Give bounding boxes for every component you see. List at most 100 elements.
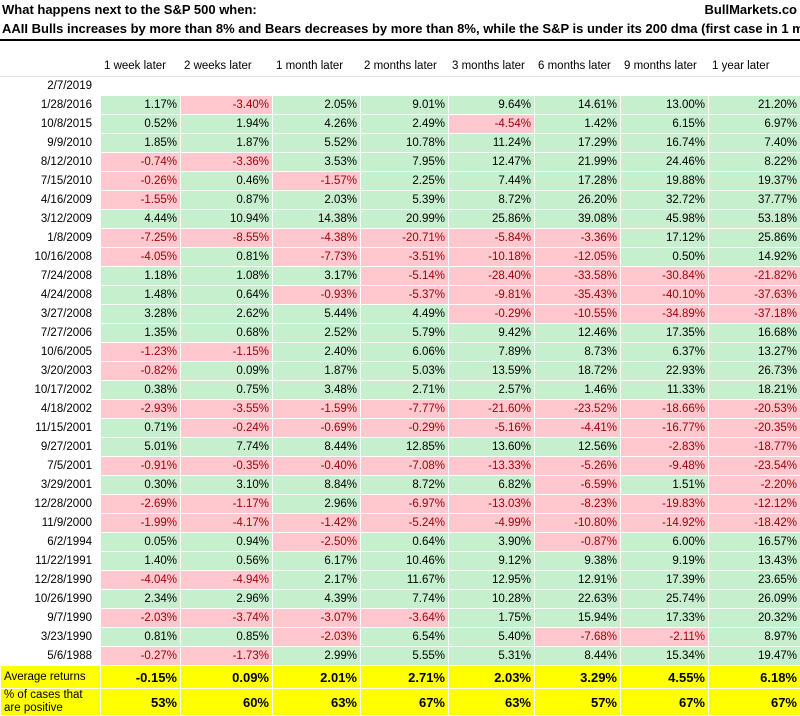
return-cell: 11.24%: [449, 134, 535, 153]
return-cell: 0.64%: [361, 533, 449, 552]
return-cell: 10.46%: [361, 552, 449, 571]
return-cell: 1.87%: [181, 134, 273, 153]
return-cell: -0.29%: [361, 419, 449, 438]
page-title: What happens next to the S&P 500 when:: [2, 2, 257, 17]
return-cell: 5.39%: [361, 191, 449, 210]
date-cell: 7/15/2010: [1, 172, 101, 191]
column-header: 2 months later: [361, 56, 449, 77]
return-cell: 9.38%: [535, 552, 621, 571]
date-cell: 10/6/2005: [1, 343, 101, 362]
return-cell: 9.64%: [449, 96, 535, 115]
return-cell: 2.25%: [361, 172, 449, 191]
return-cell: -20.35%: [709, 419, 800, 438]
return-cell: 5.55%: [361, 647, 449, 666]
return-cell: 15.34%: [621, 647, 709, 666]
return-cell: 12.47%: [449, 153, 535, 172]
summary-value: 67%: [709, 689, 800, 716]
date-cell: 12/28/1990: [1, 571, 101, 590]
return-cell: -2.03%: [101, 609, 181, 628]
return-cell: 0.71%: [101, 419, 181, 438]
return-cell: 0.85%: [181, 628, 273, 647]
return-cell: 5.31%: [449, 647, 535, 666]
return-cell: -21.82%: [709, 267, 800, 286]
return-cell: -7.08%: [361, 457, 449, 476]
return-cell: -33.58%: [535, 267, 621, 286]
table-row: 12/28/1990-4.04%-4.94%2.17%11.67%12.95%1…: [1, 571, 800, 590]
return-cell: -7.73%: [273, 248, 361, 267]
return-cell: -3.07%: [273, 609, 361, 628]
return-cell: 5.52%: [273, 134, 361, 153]
date-cell: 6/2/1994: [1, 533, 101, 552]
return-cell: -0.27%: [101, 647, 181, 666]
return-cell: 2.62%: [181, 305, 273, 324]
return-cell: 12.85%: [361, 438, 449, 457]
return-cell: -12.05%: [535, 248, 621, 267]
return-cell: -5.26%: [535, 457, 621, 476]
table-row: 7/15/2010-0.26%0.46%-1.57%2.25%7.44%17.2…: [1, 172, 800, 191]
return-cell: 0.30%: [101, 476, 181, 495]
return-cell: 0.87%: [181, 191, 273, 210]
corner-cell: [1, 56, 101, 77]
column-header-row: 1 week later 2 weeks later 1 month later…: [1, 56, 800, 77]
return-cell: [449, 77, 535, 96]
return-cell: [709, 77, 800, 96]
return-cell: -1.17%: [181, 495, 273, 514]
return-cell: 16.57%: [709, 533, 800, 552]
column-header: 6 months later: [535, 56, 621, 77]
return-cell: -5.16%: [449, 419, 535, 438]
return-cell: 0.05%: [101, 533, 181, 552]
date-cell: 3/27/2008: [1, 305, 101, 324]
return-cell: 1.35%: [101, 324, 181, 343]
return-cell: 0.09%: [181, 362, 273, 381]
return-cell: 32.72%: [621, 191, 709, 210]
return-cell: -34.89%: [621, 305, 709, 324]
summary-label: Average returns: [1, 666, 101, 689]
return-cell: -10.80%: [535, 514, 621, 533]
return-cell: -4.94%: [181, 571, 273, 590]
return-cell: 0.68%: [181, 324, 273, 343]
return-cell: 14.92%: [709, 248, 800, 267]
return-cell: -6.97%: [361, 495, 449, 514]
return-cell: -18.77%: [709, 438, 800, 457]
date-cell: 1/28/2016: [1, 96, 101, 115]
table-row: 2/7/2019: [1, 77, 800, 96]
date-cell: 9/9/2010: [1, 134, 101, 153]
return-cell: -37.63%: [709, 286, 800, 305]
return-cell: 6.97%: [709, 115, 800, 134]
date-cell: 10/8/2015: [1, 115, 101, 134]
return-cell: 12.95%: [449, 571, 535, 590]
return-cell: 0.52%: [101, 115, 181, 134]
return-cell: 0.81%: [101, 628, 181, 647]
header-divider: [0, 39, 800, 41]
return-cell: -3.74%: [181, 609, 273, 628]
column-header: 3 months later: [449, 56, 535, 77]
summary-value: 0.09%: [181, 666, 273, 689]
return-cell: 1.42%: [535, 115, 621, 134]
table-row: 10/6/2005-1.23%-1.15%2.40%6.06%7.89%8.73…: [1, 343, 800, 362]
return-cell: 14.61%: [535, 96, 621, 115]
return-cell: 12.56%: [535, 438, 621, 457]
date-cell: 4/24/2008: [1, 286, 101, 305]
summary-value: 2.03%: [449, 666, 535, 689]
return-cell: -28.40%: [449, 267, 535, 286]
date-cell: 10/26/1990: [1, 590, 101, 609]
return-cell: -23.54%: [709, 457, 800, 476]
return-cell: -5.24%: [361, 514, 449, 533]
return-cell: 10.78%: [361, 134, 449, 153]
summary-value: 2.01%: [273, 666, 361, 689]
return-cell: 6.54%: [361, 628, 449, 647]
return-cell: -0.69%: [273, 419, 361, 438]
return-cell: 12.91%: [535, 571, 621, 590]
return-cell: 5.40%: [449, 628, 535, 647]
return-cell: 2.34%: [101, 590, 181, 609]
return-cell: 26.20%: [535, 191, 621, 210]
return-cell: -12.12%: [709, 495, 800, 514]
return-cell: 17.28%: [535, 172, 621, 191]
summary-value: 63%: [449, 689, 535, 716]
return-cell: -5.37%: [361, 286, 449, 305]
return-cell: 19.88%: [621, 172, 709, 191]
date-cell: 1/8/2009: [1, 229, 101, 248]
